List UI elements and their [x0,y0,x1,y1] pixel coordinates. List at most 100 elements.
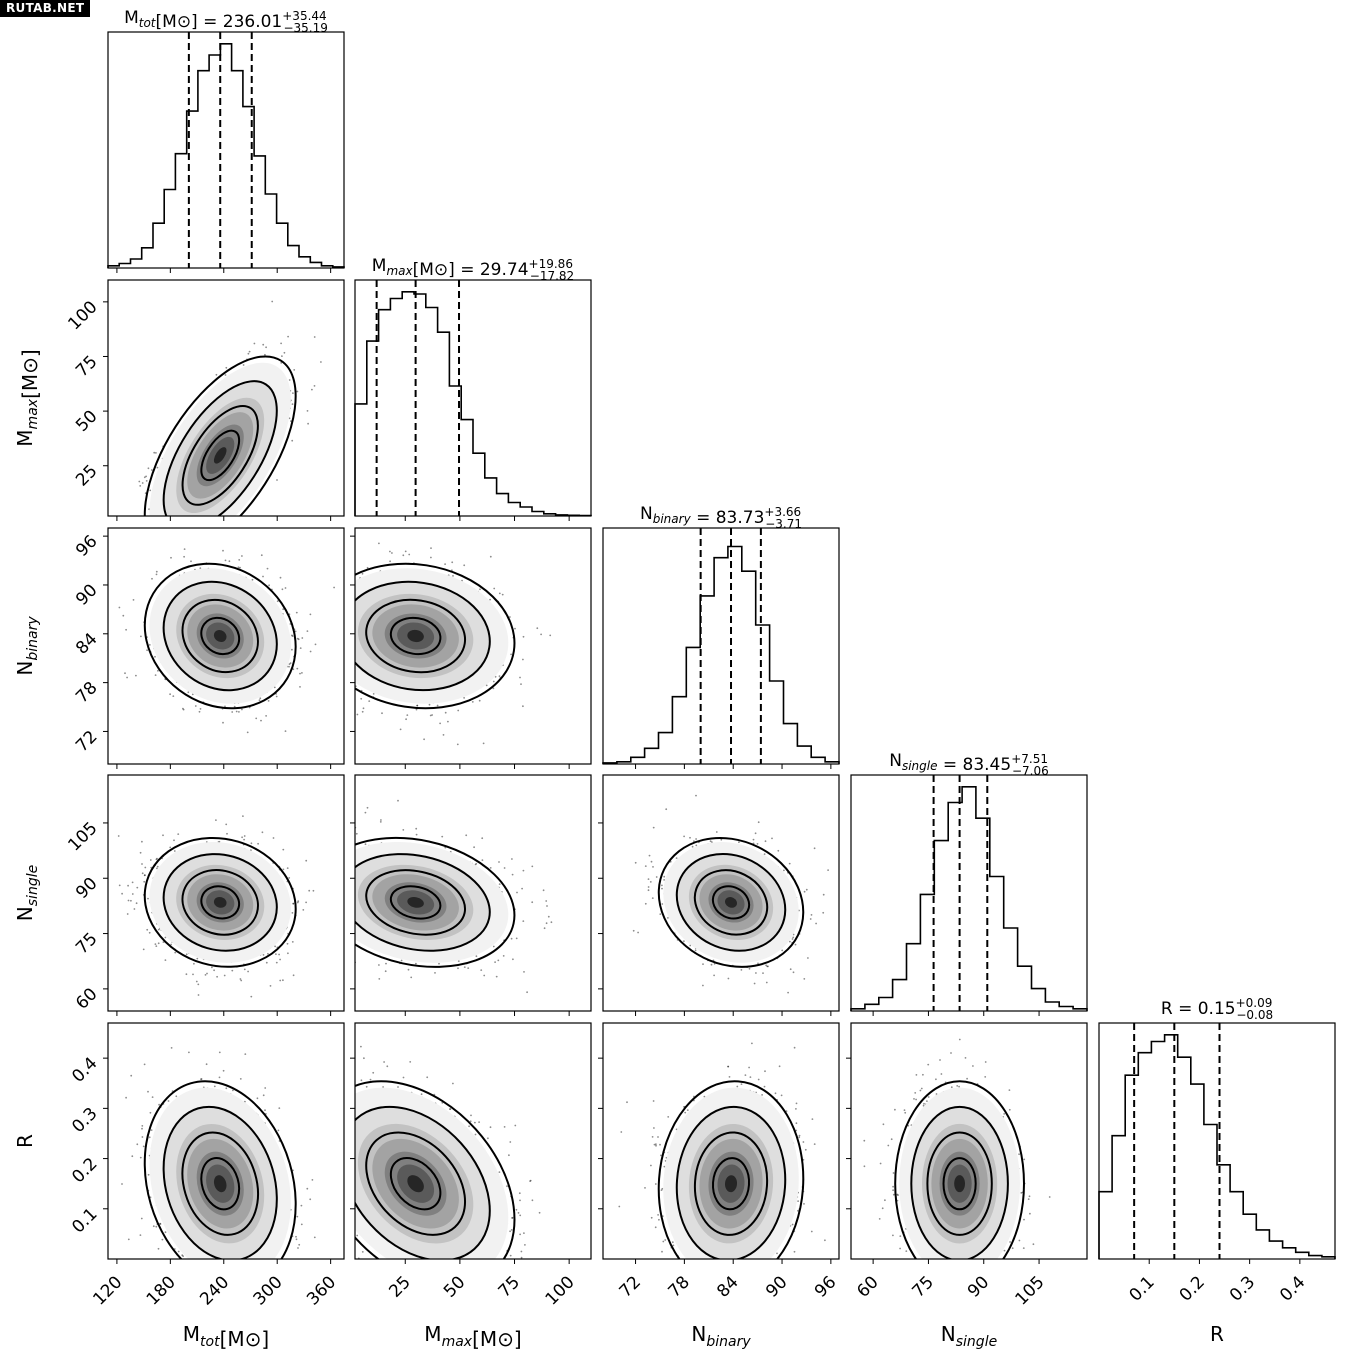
data-point [126,913,129,915]
data-point [169,846,172,849]
x-tick-label-nbinary: 78 [664,1272,693,1301]
panel-nbinary-vs-nsingle [598,774,840,1016]
data-point [311,617,313,619]
data-point [293,589,295,591]
data-point [463,1325,465,1327]
data-point [1028,1195,1031,1198]
data-point [224,705,226,708]
data-point [151,577,153,580]
data-point [789,968,792,971]
data-point [299,672,301,675]
data-point [813,1143,816,1145]
data-point [526,991,528,994]
data-point [194,551,196,553]
data-point [275,953,277,955]
data-point [164,1231,167,1234]
data-point [219,1312,221,1314]
data-point [739,1263,741,1265]
data-point [797,1200,799,1202]
data-point [509,1230,511,1233]
data-point [727,1065,730,1068]
data-point [347,880,349,882]
data-point [1029,1212,1031,1215]
title-minus-error: −3.71 [765,517,802,531]
data-point [290,1265,292,1267]
data-point [321,633,323,635]
data-point [316,899,318,901]
data-point [146,536,148,538]
data-point [807,957,809,959]
data-point [675,1310,677,1312]
data-point [233,705,236,708]
data-point [330,884,332,886]
data-point [321,1120,323,1122]
data-point [684,1111,687,1114]
data-point [415,833,418,836]
data-point [146,928,149,931]
data-point [158,1103,161,1106]
data-point [352,857,354,859]
data-point [246,1270,248,1272]
data-point [324,894,326,896]
data-point [481,837,484,840]
data-point [142,547,144,549]
data-point [299,686,301,688]
data-point [748,1066,750,1069]
data-point [311,643,313,645]
data-point [187,533,189,535]
data-point [162,552,164,554]
title-minus-error: −17.82 [530,269,574,283]
data-point [288,379,291,381]
data-point [313,637,315,639]
data-point [136,886,139,889]
data-point [320,918,322,920]
data-point [338,1200,340,1202]
y-tick-label-nbinary: 84 [72,629,101,658]
axis-symbol: M [183,1322,200,1346]
data-point [716,1271,718,1273]
data-point [279,979,282,982]
data-point [531,901,534,904]
data-point [795,1102,798,1105]
data-point [449,1108,451,1110]
data-point [672,1244,675,1247]
x-tick-label-nbinary: 90 [762,1272,791,1301]
data-point [345,1131,347,1133]
data-point [441,835,444,838]
data-point [220,1262,222,1264]
axis-unit: [M⊙] [472,1327,522,1351]
data-point [335,1094,337,1096]
data-point [156,857,158,860]
data-point [713,1276,715,1278]
data-point [764,840,767,843]
data-point [328,880,330,882]
contour-line [143,355,297,516]
data-point [519,1214,522,1217]
data-point [432,1348,434,1350]
data-point [456,743,459,746]
data-point [274,945,276,948]
data-point [335,1039,337,1041]
hist-panel-nsingle: Nsingle = 83.45+7.51 −7.06 [850,751,1088,1016]
data-point [165,530,167,532]
x-tick-label-mtot: 240 [196,1272,233,1309]
data-point [291,439,294,442]
data-point [239,566,241,569]
data-point [978,1307,980,1309]
data-point [333,907,335,909]
data-point [258,699,261,701]
data-point [273,686,276,689]
title-mtot: Mtot[M⊙] = 236.01+35.44 −35.19 [124,8,328,35]
data-point [655,876,658,878]
data-point [157,1247,160,1250]
data-point [282,848,285,851]
data-point [719,1329,721,1331]
contour-line [200,616,241,656]
data-point [648,854,651,857]
data-point [176,519,178,521]
data-point [352,1139,354,1141]
data-point [310,1255,312,1257]
title-plus-error: +0.09 [1236,996,1273,1010]
data-point [292,902,295,905]
data-point [360,697,363,700]
